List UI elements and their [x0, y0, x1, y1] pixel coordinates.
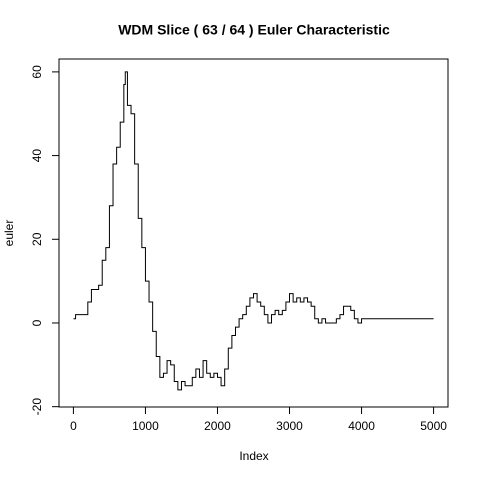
x-tick-label: 5000: [420, 419, 447, 433]
y-axis-label: euler: [2, 220, 16, 247]
y-tick-label: 20: [30, 232, 44, 246]
x-tick-label: 0: [70, 419, 77, 433]
x-tick-label: 1000: [132, 419, 159, 433]
x-tick-label: 3000: [276, 419, 303, 433]
y-tick-label: 60: [30, 65, 44, 79]
x-axis-label: Index: [239, 449, 268, 463]
chart-title: WDM Slice ( 63 / 64 ) Euler Characterist…: [118, 22, 390, 38]
plot-box: [58, 58, 449, 408]
y-tick-label: -20: [30, 398, 44, 416]
data-line: [73, 71, 434, 391]
y-tick-label: 40: [30, 149, 44, 163]
x-tick-label: 4000: [348, 419, 375, 433]
x-tick-label: 2000: [204, 419, 231, 433]
y-tick-label: 0: [30, 319, 44, 326]
